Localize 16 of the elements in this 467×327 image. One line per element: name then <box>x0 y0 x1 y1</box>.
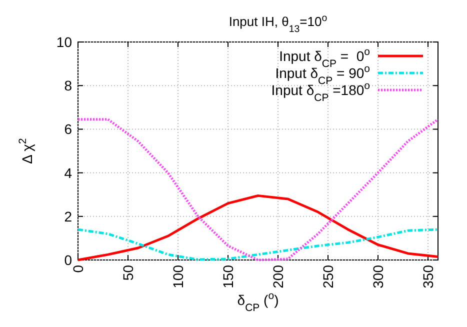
x-tick-label: 100 <box>170 264 186 288</box>
y-tick-label: 2 <box>64 208 72 224</box>
x-axis-title: δ$_{CP}$ ($^{o}$) <box>237 290 279 314</box>
x-tick-label: 50 <box>120 264 136 281</box>
y-tick-label: 0 <box>64 252 72 268</box>
y-tick-label: 10 <box>56 34 72 50</box>
x-tick-label: 300 <box>370 264 386 288</box>
x-tick-label: 200 <box>270 264 286 288</box>
y-tick-label: 6 <box>64 121 72 138</box>
y-tick-label: 4 <box>64 164 72 181</box>
x-tick-label: 150 <box>220 264 236 288</box>
x-tick-label: 0 <box>70 264 86 273</box>
y-tick-label: 8 <box>64 78 72 94</box>
chart-title: Input IH, θ$_{13}$=10$^{o}$ <box>228 12 328 34</box>
x-tick-label: 250 <box>320 264 336 288</box>
x-tick-label: 350 <box>420 264 436 288</box>
